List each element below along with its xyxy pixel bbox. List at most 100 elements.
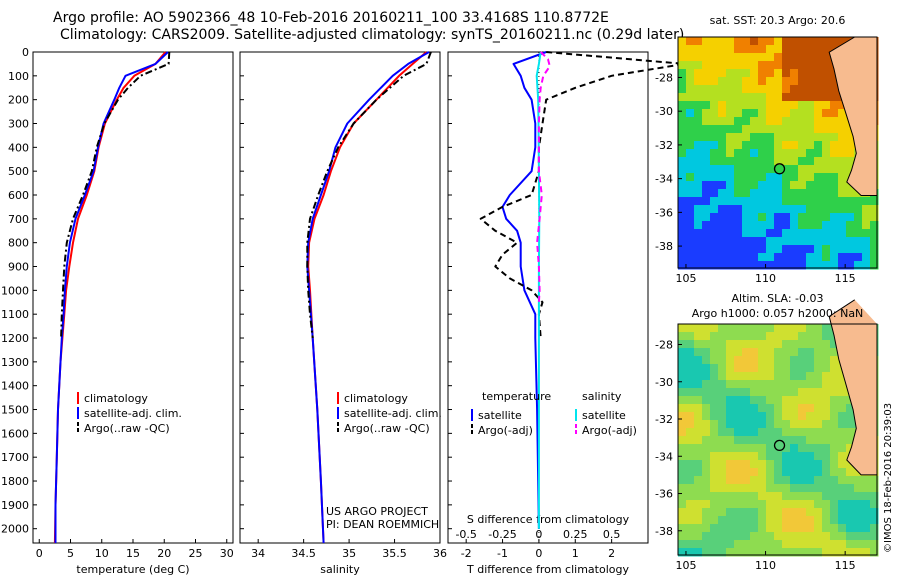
map-cell [718, 205, 727, 214]
map-cell [822, 372, 831, 381]
difference-xtick-label: 0 [535, 547, 542, 560]
map-cell [774, 109, 783, 118]
map-cell [846, 261, 855, 270]
map-cell [710, 133, 719, 142]
map-cell [854, 476, 863, 485]
map-cell [798, 221, 807, 230]
map-cell [846, 189, 855, 198]
map-cell [734, 436, 743, 445]
map-cell [870, 500, 879, 509]
map-cell [846, 141, 855, 150]
map-cell [822, 492, 831, 501]
map-cell [686, 332, 695, 341]
map-cell [846, 157, 855, 166]
map-cell [782, 45, 791, 54]
map-cell [766, 508, 775, 517]
map-cell [766, 516, 775, 525]
map-cell [710, 340, 719, 349]
map-cell [830, 476, 839, 485]
map-cell [774, 364, 783, 373]
map-cell [822, 420, 831, 429]
map-cell [758, 492, 767, 501]
map-cell [678, 189, 687, 198]
map-cell [806, 173, 815, 182]
map-cell [806, 540, 815, 549]
temperature-xtick-label: 5 [67, 547, 74, 560]
map-cell [814, 524, 823, 533]
map-cell [814, 372, 823, 381]
map-cell [702, 484, 711, 493]
map-cell [726, 532, 735, 541]
map-cell [702, 45, 711, 54]
map-cell [750, 516, 759, 525]
map-cell [806, 117, 815, 126]
map-cell [766, 364, 775, 373]
map-cell [734, 149, 743, 158]
map-cell [734, 205, 743, 214]
map-cell [766, 404, 775, 413]
map-cell [694, 452, 703, 461]
map-cell [814, 324, 823, 333]
map-cell [806, 133, 815, 142]
map-cell [758, 85, 767, 94]
map-cell [758, 181, 767, 190]
map-cell [678, 428, 687, 437]
map-cell [806, 508, 815, 517]
map-cell [702, 93, 711, 102]
map-cell [814, 101, 823, 110]
map-cell [838, 460, 847, 469]
map-cell [710, 356, 719, 365]
map-cell [822, 213, 831, 222]
map-cell [686, 53, 695, 62]
map-cell [822, 388, 831, 397]
map-cell [814, 412, 823, 421]
map-cell [798, 348, 807, 357]
map-cell [694, 548, 703, 557]
map-cell [806, 149, 815, 158]
map-cell [686, 261, 695, 270]
map-cell [814, 261, 823, 270]
map-cell [830, 468, 839, 477]
map-cell [686, 340, 695, 349]
map-cell [694, 420, 703, 429]
map-cell [814, 173, 823, 182]
map-cell [838, 500, 847, 509]
depth-tick-label: 1700 [1, 451, 29, 464]
map-cell [814, 332, 823, 341]
coastline [828, 299, 877, 476]
map-cell [726, 133, 735, 142]
map-cell [702, 532, 711, 541]
sla_map-subtitle: Argo h1000: 0.057 h2000: NaN [692, 307, 864, 320]
map-cell [830, 229, 839, 238]
map-cell [870, 221, 879, 230]
map-cell [822, 348, 831, 357]
map-cell [710, 412, 719, 421]
map-cell [822, 189, 831, 198]
map-cell [694, 356, 703, 365]
map-cell [686, 372, 695, 381]
map-cell [702, 141, 711, 150]
map-cell [814, 404, 823, 413]
map-cell [782, 181, 791, 190]
map-cell [806, 380, 815, 389]
map-cell [702, 69, 711, 78]
map-cell [734, 532, 743, 541]
map-cell [742, 420, 751, 429]
map-cell [678, 53, 687, 62]
salinity-series-line [307, 51, 428, 544]
map-cell [710, 404, 719, 413]
map-cell [798, 436, 807, 445]
map-cell [774, 141, 783, 150]
map-cell [678, 436, 687, 445]
map-cell [830, 500, 839, 509]
map-cell [806, 396, 815, 405]
map-cell [694, 516, 703, 525]
map-cell [774, 85, 783, 94]
map-cell [798, 388, 807, 397]
map-cell [862, 476, 871, 485]
map-cell [734, 340, 743, 349]
map-cell [830, 205, 839, 214]
map-cell [822, 508, 831, 517]
map-cell [758, 524, 767, 533]
map-cell [742, 165, 751, 174]
